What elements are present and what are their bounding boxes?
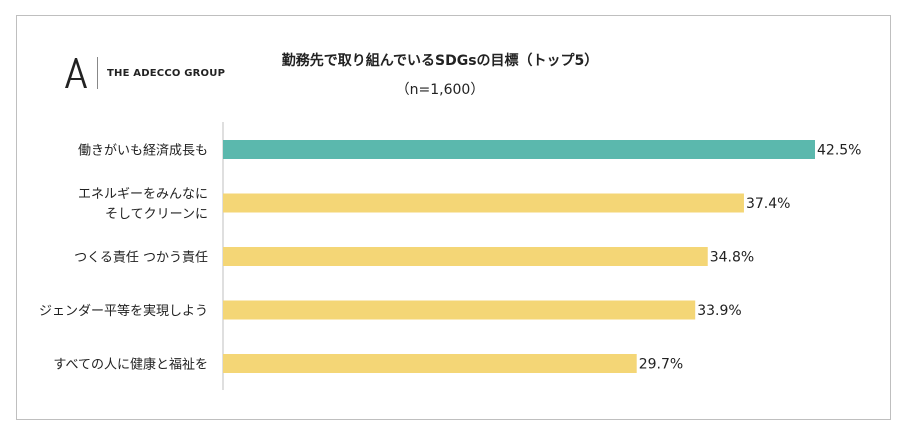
- company-logo: THE ADECCO GROUP: [64, 57, 225, 89]
- bar-5: [223, 354, 637, 373]
- chart-title: 勤務先で取り組んでいるSDGsの目標（トップ5）: [281, 53, 599, 69]
- bar-3: [223, 247, 708, 266]
- brand-name: THE ADECCO GROUP: [107, 67, 226, 79]
- adecco-a-logo-icon: [65, 58, 87, 88]
- chart-subtitle: （n=1,600）: [395, 82, 485, 98]
- category-label-4: ジェンダー平等を実現しよう: [39, 303, 208, 319]
- category-label-1: 働きがいも経済成長も: [78, 143, 208, 159]
- value-label-1: 42.5%: [817, 143, 861, 159]
- chart-frame: [16, 15, 891, 420]
- value-label-3: 34.8%: [710, 250, 754, 266]
- category-label-5: すべての人に健康と福祉を: [53, 357, 208, 373]
- category-label-2: エネルギーをみんなにそしてクリーンに: [78, 187, 208, 222]
- logo-divider: [97, 57, 98, 89]
- value-label-5: 29.7%: [639, 357, 683, 373]
- bar-4: [223, 300, 696, 320]
- bar-2: [223, 193, 744, 213]
- bar-1: [223, 140, 815, 159]
- value-label-2: 37.4%: [746, 196, 790, 212]
- value-label-4: 33.9%: [697, 303, 741, 319]
- category-label-3: つくる責任 つかう責任: [74, 251, 208, 266]
